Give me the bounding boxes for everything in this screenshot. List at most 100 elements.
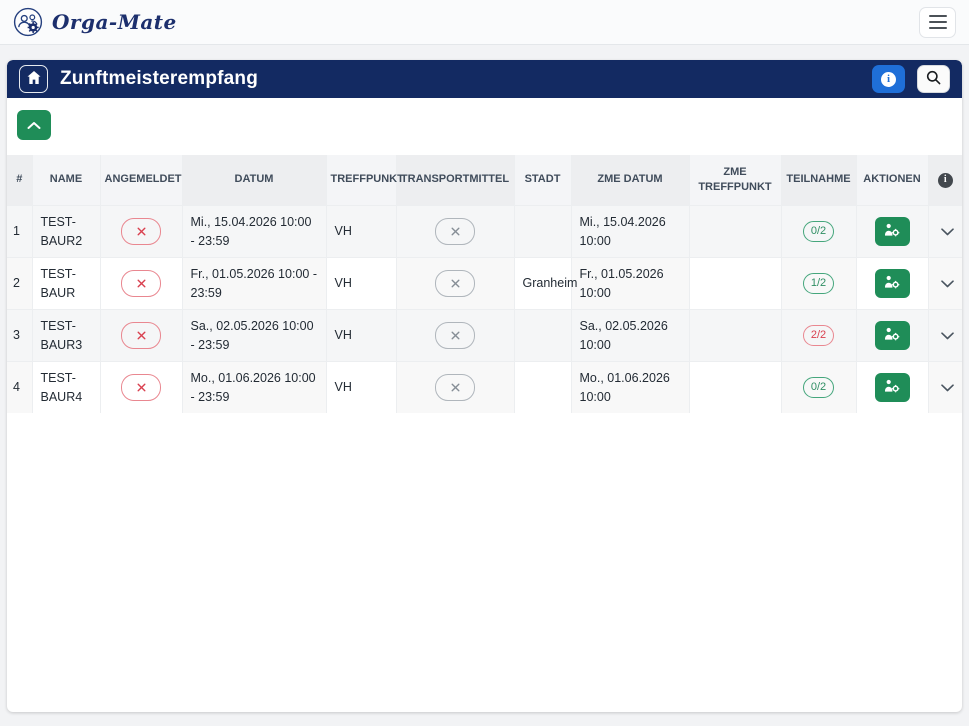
zme-treffpunkt-cell — [688, 257, 782, 310]
expand-cell — [927, 309, 962, 362]
column-header-treffpunkt: TREFFPUNKT — [325, 154, 404, 206]
aktionen-cell — [855, 309, 929, 362]
datum-cell: Sa., 02.05.2026 10:00 - 23:59 — [181, 309, 327, 362]
person-gear-icon — [884, 275, 900, 293]
manage-participants-button[interactable] — [874, 217, 910, 246]
zme-treffpunkt-cell — [688, 361, 782, 414]
column-header-teilnahme: TEILNAHME — [780, 154, 857, 206]
search-button[interactable] — [917, 65, 950, 93]
menu-toggle-button[interactable] — [919, 6, 956, 38]
manage-participants-button[interactable] — [874, 269, 910, 298]
teilnahme-cell: 0/2 — [780, 361, 857, 414]
column-info-icon[interactable]: i — [937, 172, 953, 188]
expand-row-button[interactable] — [937, 222, 958, 241]
teilnahme-cell: 2/2 — [780, 309, 857, 362]
table-row: 3 TEST-BAUR3 Sa., 02.05.2026 10:00 - 23:… — [7, 309, 962, 362]
angemeldet-cell — [99, 205, 183, 258]
not-registered-badge — [121, 218, 161, 245]
datum-cell: Mo., 01.06.2026 10:00 - 23:59 — [181, 361, 327, 414]
info-button[interactable]: i — [872, 65, 905, 93]
home-icon — [27, 71, 41, 87]
no-transport-badge — [435, 270, 475, 297]
participation-badge: 0/2 — [802, 221, 835, 243]
manage-participants-button[interactable] — [874, 321, 910, 350]
chevron-down-icon — [940, 328, 954, 343]
name-cell: TEST-BAUR4 — [31, 361, 101, 414]
info-icon: i — [881, 71, 896, 87]
row-index: 1 — [7, 205, 33, 258]
column-header-index: # — [7, 154, 33, 206]
zme-datum-cell: Mo., 01.06.2026 10:00 — [570, 361, 690, 414]
datum-cell: Mi., 15.04.2026 10:00 - 23:59 — [181, 205, 327, 258]
treffpunkt-cell: VH — [325, 309, 397, 362]
name-cell: TEST-BAUR3 — [31, 309, 101, 362]
chevron-down-icon — [940, 224, 954, 239]
column-header-zme-treffpunkt: ZME TREFFPUNKT — [688, 154, 782, 206]
column-header-zme-datum: ZME DATUM — [570, 154, 690, 206]
not-registered-badge — [121, 374, 161, 401]
row-index: 4 — [7, 361, 33, 414]
aktionen-cell — [855, 205, 929, 258]
treffpunkt-cell: VH — [325, 361, 397, 414]
table-row: 4 TEST-BAUR4 Mo., 01.06.2026 10:00 - 23:… — [7, 361, 962, 414]
transportmittel-cell — [395, 361, 515, 414]
transportmittel-cell — [395, 309, 515, 362]
participation-badge: 1/2 — [802, 273, 835, 295]
participation-badge: 2/2 — [802, 325, 835, 347]
treffpunkt-cell: VH — [325, 257, 397, 310]
no-transport-badge — [435, 322, 475, 349]
table-row: 1 TEST-BAUR2 Mi., 15.04.2026 10:00 - 23:… — [7, 205, 962, 258]
column-header-aktionen: AKTIONEN — [855, 154, 929, 206]
transportmittel-cell — [395, 257, 515, 310]
page-header-bar: Zunftmeisterempfang i — [7, 60, 962, 98]
orga-mate-logo-icon — [13, 7, 43, 37]
expand-cell — [927, 257, 962, 310]
zme-treffpunkt-cell — [688, 205, 782, 258]
row-index: 3 — [7, 309, 33, 362]
stadt-cell — [513, 309, 572, 362]
column-header-stadt: STADT — [513, 154, 572, 206]
aktionen-cell — [855, 361, 929, 414]
name-cell: TEST-BAUR2 — [31, 205, 101, 258]
home-button[interactable] — [19, 65, 48, 93]
participation-badge: 0/2 — [802, 377, 835, 399]
events-table: # NAME ANGEMELDET DATUM TREFFPUNKT TRANS… — [7, 154, 962, 414]
brand-name: Orga-Mate — [52, 10, 177, 34]
expand-row-button[interactable] — [937, 378, 958, 397]
zme-datum-cell: Sa., 02.05.2026 10:00 — [570, 309, 690, 362]
not-registered-badge — [121, 270, 161, 297]
datum-cell: Fr., 01.05.2026 10:00 - 23:59 — [181, 257, 327, 310]
expand-cell — [927, 205, 962, 258]
chevron-down-icon — [940, 380, 954, 395]
not-registered-badge — [121, 322, 161, 349]
expand-cell — [927, 361, 962, 414]
hamburger-icon — [928, 14, 947, 30]
person-gear-icon — [884, 379, 900, 397]
stadt-cell — [513, 361, 572, 414]
expand-row-button[interactable] — [937, 274, 958, 293]
content-card: Zunftmeisterempfang i — [7, 60, 962, 712]
row-index: 2 — [7, 257, 33, 310]
person-gear-icon — [884, 327, 900, 345]
angemeldet-cell — [99, 309, 183, 362]
person-gear-icon — [884, 223, 900, 241]
no-transport-badge — [435, 218, 475, 245]
brand[interactable]: Orga-Mate — [13, 7, 177, 37]
collapse-panel-button[interactable] — [17, 110, 51, 140]
transportmittel-cell — [395, 205, 515, 258]
page-title: Zunftmeisterempfang — [60, 68, 259, 89]
column-header-info: i — [927, 154, 962, 206]
zme-datum-cell: Fr., 01.05.2026 10:00 — [570, 257, 690, 310]
name-cell: TEST-BAUR — [31, 257, 101, 310]
angemeldet-cell — [99, 257, 183, 310]
chevron-down-icon — [940, 276, 954, 291]
stadt-cell — [513, 205, 572, 258]
stadt-cell: Granheim — [513, 257, 577, 310]
column-header-transportmittel: TRANSPORTMITTEL — [395, 154, 515, 206]
manage-participants-button[interactable] — [874, 373, 910, 402]
column-header-name: NAME — [31, 154, 101, 206]
expand-row-button[interactable] — [937, 326, 958, 345]
column-header-datum: DATUM — [181, 154, 327, 206]
angemeldet-cell — [99, 361, 183, 414]
aktionen-cell — [855, 257, 929, 310]
